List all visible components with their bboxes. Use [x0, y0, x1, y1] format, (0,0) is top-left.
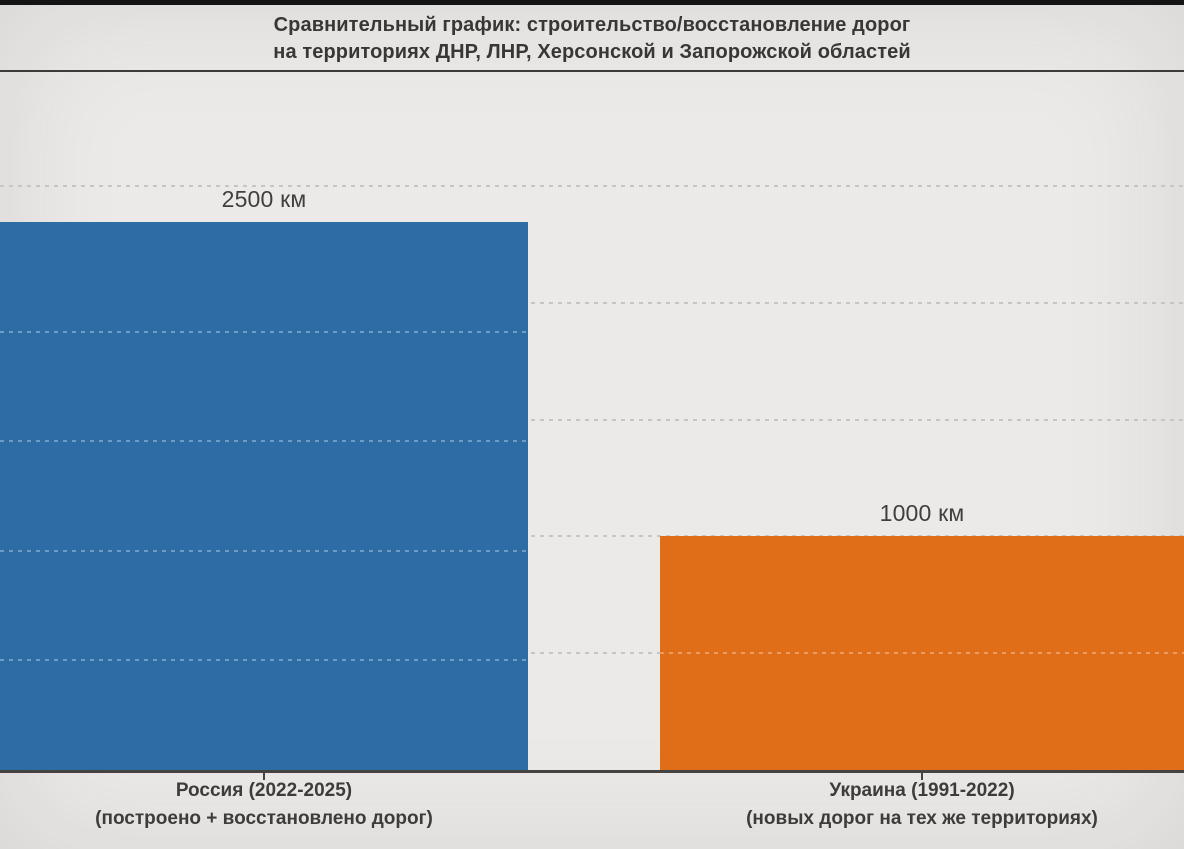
- gridline-1000: [0, 535, 1184, 538]
- header-divider: [0, 70, 1184, 72]
- gridline-1500: [0, 418, 1184, 421]
- chart-area: 2500 км 1000 км Россия (2022-2025) (пост…: [0, 72, 1184, 849]
- bar-inner-gridline-500: [660, 652, 1184, 655]
- top-border-strip: [0, 0, 1184, 5]
- bar-value-label-ukraine: 1000 км: [879, 500, 965, 527]
- bar-inner-gridline-1500: [0, 440, 528, 443]
- gridline-2000: [0, 301, 1184, 304]
- x-axis-line: [0, 770, 1184, 773]
- x-axis-tick-ukraine: [921, 773, 923, 780]
- x-axis-labels: Россия (2022-2025) (построено + восстано…: [0, 777, 1184, 835]
- bar-inner-gridline-500: [0, 659, 528, 662]
- bar-inner-gridline-1000: [0, 549, 528, 552]
- bar-value-label-russia: 2500 км: [221, 186, 307, 212]
- bar-group-ukraine: 1000 км: [660, 186, 1184, 770]
- bar-russia: [0, 222, 528, 770]
- x-label-russia-sub: (построено + восстановлено дорог): [95, 808, 433, 829]
- chart-header: Сравнительный график: строительство/восс…: [0, 5, 1184, 70]
- x-label-ukraine-sub: (новых дорог на тех же территориях): [746, 808, 1098, 829]
- chart-title-line-2: на территориях ДНР, ЛНР, Херсонской и За…: [273, 40, 911, 63]
- x-label-ukraine: Украина (1991-2022) (новых дорог на тех …: [660, 777, 1184, 833]
- x-label-russia-main: Россия (2022-2025): [175, 780, 353, 801]
- plot-area: 2500 км 1000 км: [0, 185, 1184, 780]
- x-label-russia: Россия (2022-2025) (построено + восстано…: [0, 777, 528, 833]
- chart-title-line-1: Сравнительный график: строительство/восс…: [273, 13, 911, 36]
- x-axis-tick-russia: [263, 773, 265, 780]
- gridline-500: [0, 652, 1184, 655]
- gridline-2500: [0, 185, 1184, 187]
- bar-ukraine: [660, 536, 1184, 770]
- bar-inner-gridline-2000: [0, 330, 528, 333]
- x-label-ukraine-main: Украина (1991-2022): [829, 780, 1015, 801]
- bar-group-russia: 2500 км: [0, 186, 528, 770]
